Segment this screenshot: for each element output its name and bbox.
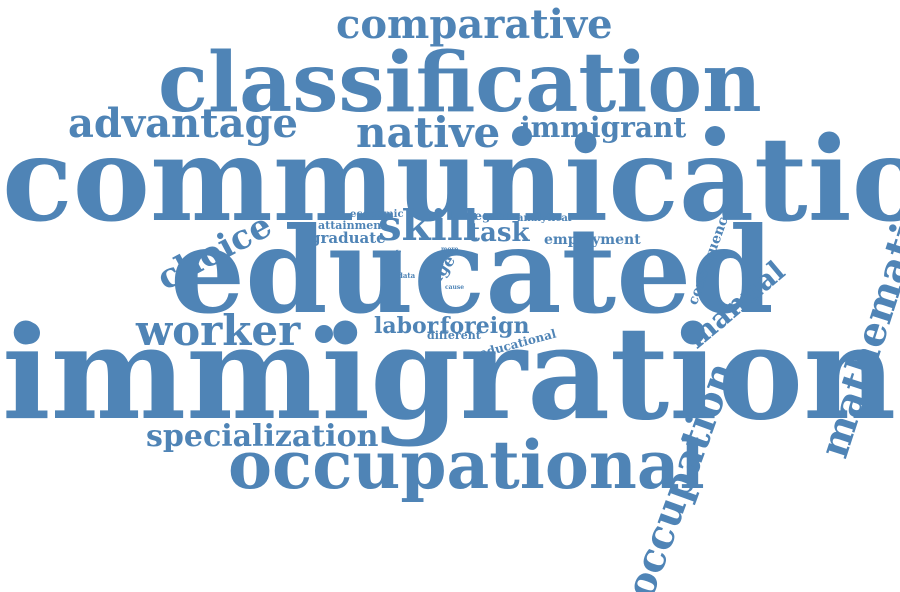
word-data: data <box>398 271 416 280</box>
word-different: different <box>427 329 481 342</box>
word-economic: economic <box>350 209 404 220</box>
word-cause: cause <box>445 284 465 291</box>
word-task: task <box>468 218 530 248</box>
dot-3 <box>18 322 40 344</box>
word-graduate: graduate <box>310 229 386 247</box>
word-occupational: occupational <box>228 426 705 504</box>
word-educated: educated <box>170 201 774 340</box>
dot-1 <box>512 126 532 146</box>
word-foreign: foreign <box>440 313 530 339</box>
word-labor: labor <box>374 313 439 339</box>
dot-4 <box>315 325 333 343</box>
word-more: more <box>441 246 459 253</box>
word-classification: classification <box>158 35 762 131</box>
word-native: native <box>356 108 501 157</box>
word-communication: communication <box>2 112 900 248</box>
word-attainment: attainment <box>318 219 387 232</box>
word-advantage: advantage <box>68 100 298 147</box>
word-immigration: immigration <box>2 299 897 449</box>
word-skill: skill <box>378 201 479 250</box>
word-comparative: comparative <box>336 1 613 48</box>
word-employment: employment <box>544 232 641 248</box>
word-specialization: specialization <box>146 419 379 454</box>
word-analytical: analytical <box>517 213 572 224</box>
dot-2 <box>705 126 725 146</box>
word-degree: degree <box>466 209 513 223</box>
word-worker: worker <box>136 306 301 355</box>
word-immigrant: immigrant <box>520 111 687 144</box>
